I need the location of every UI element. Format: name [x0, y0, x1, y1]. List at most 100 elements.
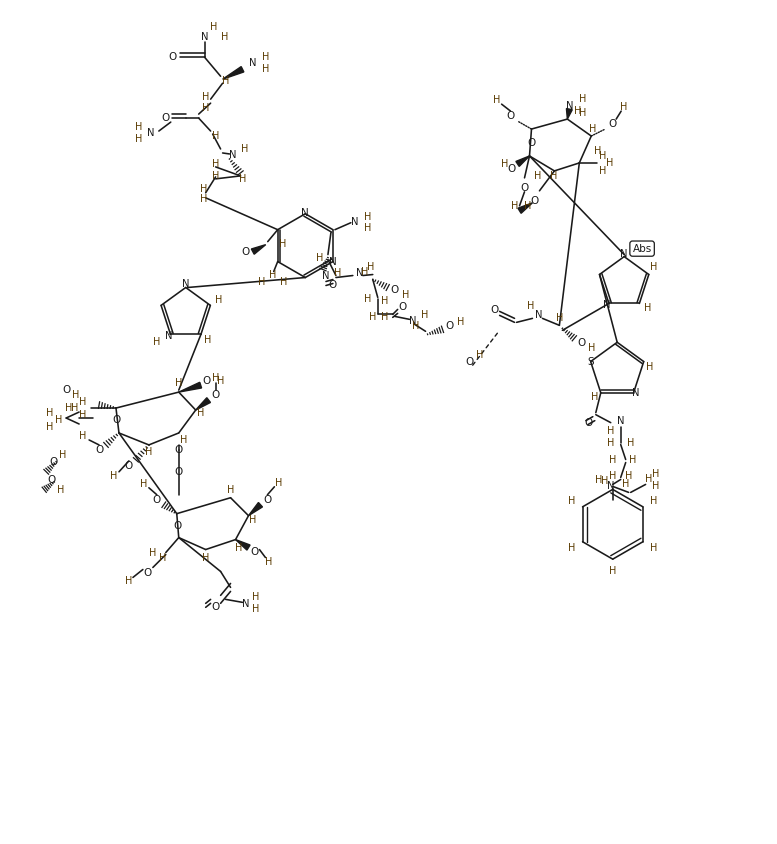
Text: H: H — [212, 373, 219, 383]
Text: H: H — [501, 159, 508, 169]
Text: H: H — [239, 174, 246, 184]
Text: N: N — [147, 128, 155, 138]
Text: H: H — [625, 472, 632, 481]
Text: H: H — [650, 543, 657, 553]
Text: H: H — [262, 52, 269, 62]
Text: N: N — [603, 300, 611, 311]
Polygon shape — [222, 67, 244, 79]
Text: O: O — [445, 322, 454, 332]
Text: N: N — [617, 415, 625, 425]
Text: H: H — [159, 553, 166, 562]
Text: H: H — [217, 376, 225, 387]
Text: H: H — [609, 455, 616, 464]
Text: O: O — [507, 164, 516, 174]
Text: H: H — [262, 64, 269, 74]
Text: O: O — [113, 415, 121, 425]
Text: H: H — [197, 408, 204, 418]
Text: O: O — [263, 495, 271, 505]
Text: O: O — [49, 457, 57, 467]
Text: H: H — [265, 558, 272, 567]
Polygon shape — [235, 539, 250, 550]
Text: H: H — [579, 108, 586, 118]
Text: H: H — [594, 146, 601, 156]
Text: H: H — [595, 475, 602, 485]
Polygon shape — [249, 502, 263, 516]
Text: H: H — [180, 435, 187, 445]
Text: H: H — [549, 170, 557, 181]
Text: H: H — [609, 566, 616, 576]
Text: H: H — [601, 477, 608, 486]
Text: H: H — [46, 408, 53, 418]
Text: O: O — [521, 183, 528, 192]
Text: H: H — [652, 481, 659, 491]
Text: O: O — [250, 547, 259, 556]
Text: O: O — [490, 306, 499, 316]
Text: H: H — [361, 267, 368, 277]
Text: H: H — [235, 543, 242, 553]
Text: N: N — [228, 150, 236, 160]
Text: O: O — [507, 111, 514, 121]
Text: H: H — [591, 392, 598, 402]
Text: H: H — [316, 252, 324, 262]
Polygon shape — [196, 398, 211, 410]
Text: H: H — [646, 361, 653, 371]
Text: N: N — [165, 332, 172, 341]
Text: H: H — [135, 122, 143, 132]
Text: O: O — [175, 467, 183, 477]
Text: H: H — [279, 239, 287, 249]
Text: O: O — [531, 196, 538, 206]
Polygon shape — [179, 382, 201, 392]
Text: H: H — [569, 496, 576, 506]
Text: H: H — [135, 134, 143, 144]
Text: H: H — [364, 223, 371, 233]
Polygon shape — [566, 109, 573, 119]
Text: H: H — [598, 151, 606, 161]
Text: H: H — [46, 422, 53, 432]
Text: H: H — [527, 301, 534, 311]
Text: O: O — [211, 390, 220, 400]
Text: H: H — [269, 269, 277, 279]
Text: H: H — [334, 268, 342, 278]
Text: H: H — [71, 403, 78, 413]
Text: H: H — [222, 76, 229, 86]
Text: H: H — [627, 437, 634, 447]
Polygon shape — [251, 245, 266, 254]
Text: H: H — [79, 397, 87, 407]
Text: H: H — [476, 350, 483, 360]
Text: H: H — [212, 159, 219, 169]
Text: H: H — [202, 553, 209, 562]
Text: H: H — [252, 604, 260, 614]
Text: H: H — [60, 450, 67, 460]
Text: N: N — [620, 249, 628, 258]
Text: S: S — [587, 356, 594, 366]
Text: O: O — [173, 521, 182, 531]
Text: H: H — [202, 103, 209, 113]
Text: O: O — [211, 603, 220, 613]
Text: H: H — [650, 496, 657, 506]
Text: N: N — [249, 58, 256, 68]
Text: H: H — [587, 344, 595, 354]
Polygon shape — [516, 156, 529, 166]
Text: H: H — [622, 479, 629, 490]
Text: H: H — [493, 95, 500, 106]
Text: H: H — [79, 431, 87, 441]
Text: O: O — [47, 475, 55, 484]
Text: H: H — [227, 484, 234, 495]
Text: O: O — [62, 385, 70, 395]
Text: H: H — [579, 95, 586, 104]
Text: H: H — [412, 322, 420, 332]
Text: H: H — [55, 415, 63, 425]
Text: N: N — [356, 268, 364, 278]
Text: H: H — [510, 201, 518, 211]
Text: O: O — [585, 418, 593, 428]
Text: H: H — [629, 455, 636, 464]
Text: H: H — [79, 410, 87, 420]
Text: H: H — [556, 313, 563, 323]
Text: H: H — [149, 548, 156, 558]
Text: H: H — [381, 296, 388, 306]
Text: H: H — [214, 295, 222, 306]
Text: O: O — [169, 52, 177, 62]
Text: O: O — [399, 302, 407, 312]
Text: O: O — [203, 376, 211, 387]
Text: O: O — [153, 495, 161, 505]
